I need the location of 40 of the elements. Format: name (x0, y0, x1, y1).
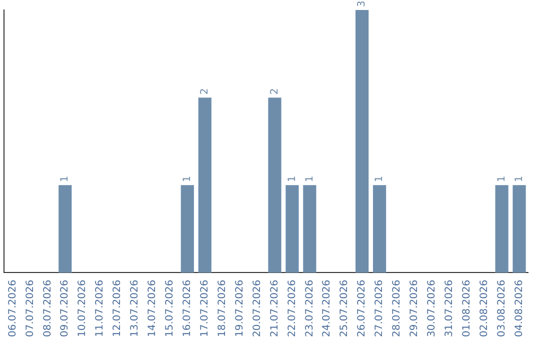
data-label: 1 (182, 176, 193, 182)
x-tick-label: 21.07.2026 (269, 280, 280, 338)
x-tick-label: 13.07.2026 (130, 280, 141, 338)
x-tick-label: 04.08.2026 (514, 280, 525, 338)
x-tick-label: 07.07.2026 (24, 280, 36, 338)
x-tick-label: 28.07.2026 (392, 280, 403, 338)
x-tick-label: 06.07.2026 (7, 280, 18, 338)
x-tick-label: 17.07.2026 (199, 280, 210, 338)
x-tick-label: 31.07.2026 (444, 280, 455, 338)
x-tick-label: 03.08.2026 (496, 280, 508, 338)
data-label: 1 (304, 176, 316, 182)
x-tick-label: 18.07.2026 (216, 280, 228, 338)
x-tick-label: 19.07.2026 (234, 280, 246, 338)
data-label: 1 (286, 176, 298, 182)
x-tick-label: 12.07.2026 (112, 280, 124, 338)
x-tick-label: 10.07.2026 (77, 280, 88, 338)
x-tick-label: 30.07.2026 (426, 280, 438, 338)
data-label: 1 (496, 176, 508, 182)
x-tick-label: 02.08.2026 (478, 280, 490, 338)
x-tick-label: 20.07.2026 (252, 280, 263, 338)
data-label: 3 (356, 0, 368, 7)
x-tick-label: 25.07.2026 (339, 280, 350, 338)
x-tick-label: 01.08.2026 (461, 280, 472, 338)
x-tick-label: 26.07.2026 (356, 280, 368, 338)
x-tick-label: 15.07.2026 (164, 280, 176, 338)
x-tick-label: 22.07.2026 (286, 280, 298, 338)
data-label: 1 (514, 176, 525, 182)
data-label: 2 (269, 88, 280, 95)
x-tick-label: 09.07.2026 (60, 280, 71, 338)
x-tick-label: 14.07.2026 (147, 280, 158, 338)
x-tick-label: 16.07.2026 (182, 280, 193, 338)
x-tick-label: 24.07.2026 (322, 280, 333, 338)
x-tick-label: 08.07.2026 (42, 280, 54, 338)
data-label: 2 (199, 88, 210, 95)
data-label: 1 (374, 176, 386, 182)
x-tick-label: 29.07.2026 (409, 280, 420, 338)
x-tick-label: 27.07.2026 (374, 280, 386, 338)
x-tick-label: 11.07.2026 (94, 280, 106, 338)
data-label: 1 (60, 176, 71, 182)
x-tick-label: 23.07.2026 (304, 280, 316, 338)
